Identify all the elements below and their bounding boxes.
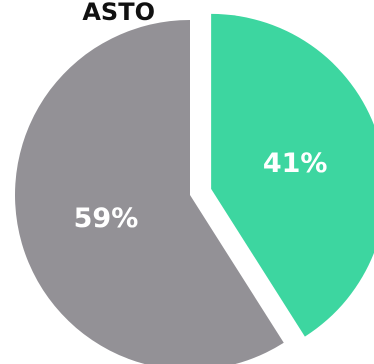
- pie-slice: [211, 13, 374, 337]
- slice-label: 59%: [74, 203, 139, 234]
- chart-title: ASTO: [82, 0, 155, 26]
- slice-label: 41%: [263, 148, 328, 179]
- pie-slice: [14, 20, 284, 364]
